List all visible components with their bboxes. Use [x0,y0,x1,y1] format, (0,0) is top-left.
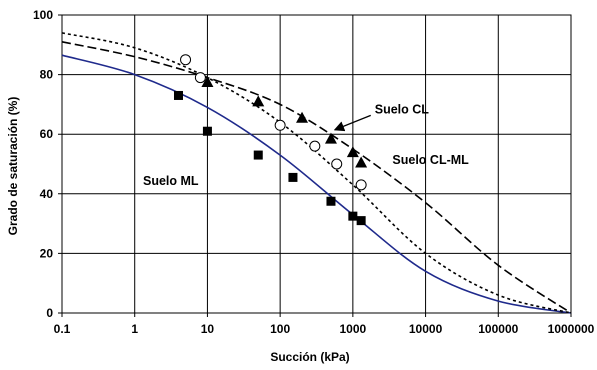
square-point [253,150,263,160]
y-tick-label: 100 [33,8,53,22]
plot-frame [61,14,572,314]
triangle-point [201,76,214,88]
y-tick-label: 20 [40,246,54,260]
y-tick-label: 80 [40,68,54,82]
x-tick-label: 1000000 [548,322,595,336]
annotation-arrow [333,114,371,132]
annotations: Suelo CL Suelo CL-ML Suelo ML [143,102,469,188]
square-point [173,90,183,100]
square-point [202,126,212,136]
open-circle-point [180,54,192,66]
dashed-curve-line [61,41,572,314]
y-axis-title: Grado de saturación (%) [6,97,20,236]
triangle-point [355,156,368,168]
open-circle-point [331,158,343,170]
x-tick-label: 100 [270,322,290,336]
markers [173,54,368,226]
y-tick-label: 0 [46,306,53,320]
annotation-label: Suelo CL-ML [392,153,469,167]
square-point [326,196,336,206]
square-point [288,172,298,182]
x-tick-label: 10000 [409,322,443,336]
open-circle-point [274,119,286,131]
square-point [348,211,358,221]
x-axis-title: Succión (kPa) [270,350,349,364]
open-circle-point [194,72,206,84]
annotation-label: Suelo ML [143,174,199,188]
triangle-point [324,132,337,144]
grid [58,14,572,317]
x-tick-label: 1000 [340,322,367,336]
y-tick-label: 60 [40,127,54,141]
x-tick-label: 100000 [478,322,518,336]
square-point [356,216,366,226]
ticks: 0.1 1 10 100 1000 10000 100000 1000000 0 20 40 60 80… [33,8,595,336]
x-tick-label: 1 [131,322,138,336]
x-tick-label: 10 [201,322,215,336]
x-tick-label: 0.1 [54,322,71,336]
triangle-point [346,146,359,158]
open-circle-point [355,179,367,191]
open-circle-point [309,140,321,152]
annotation-label: Suelo CL [375,102,430,116]
solid-curve-line [61,54,572,314]
curves [61,32,572,314]
triangle-point [252,95,265,107]
y-tick-label: 40 [40,187,54,201]
triangle-point [296,111,309,123]
dotted-curve-line [61,32,572,314]
